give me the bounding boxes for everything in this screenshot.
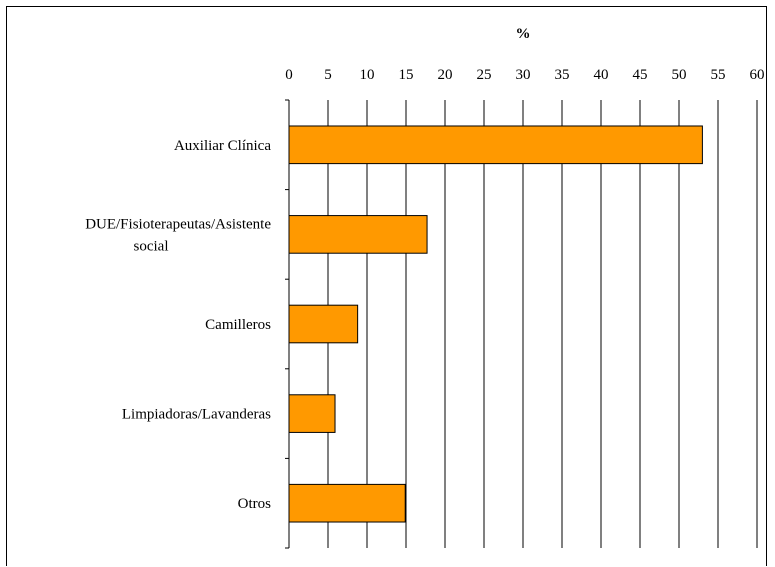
category-label: Camilleros <box>205 317 271 333</box>
x-tick-label: 35 <box>555 67 570 83</box>
category-label: DUE/Fisioterapeutas/Asistente <box>85 216 271 232</box>
axes <box>285 99 290 549</box>
x-tick-label: 15 <box>399 67 414 83</box>
x-tick-label: 5 <box>324 67 332 83</box>
category-label: social <box>134 238 169 254</box>
x-tick-label: 30 <box>516 67 531 83</box>
x-tick-label: 55 <box>711 67 726 83</box>
bar <box>288 304 359 344</box>
x-tick-label: 10 <box>360 67 375 83</box>
bar <box>288 394 336 433</box>
x-tick-label: 60 <box>750 67 765 83</box>
category-label: Auxiliar Clínica <box>174 138 271 154</box>
x-tick-label: 50 <box>672 67 687 83</box>
x-tick-label: 25 <box>477 67 492 83</box>
bar <box>288 483 406 523</box>
grid-lines <box>327 100 758 548</box>
labels: 0 5 10 15 20 25 30 35 40 45 50 55 60 Auxiliar Clínica… <box>85 67 764 512</box>
x-tick-label: 0 <box>285 67 293 83</box>
category-label: Limpiadoras/Lavanderas <box>122 407 271 423</box>
bars <box>288 125 703 523</box>
category-label: Otros <box>238 496 271 512</box>
x-tick-label: 20 <box>438 67 453 83</box>
bar <box>288 215 428 254</box>
x-tick-label: 45 <box>633 67 648 83</box>
x-tick-label: 40 <box>594 67 609 83</box>
x-axis-title: % <box>516 26 531 42</box>
bar <box>288 125 703 165</box>
